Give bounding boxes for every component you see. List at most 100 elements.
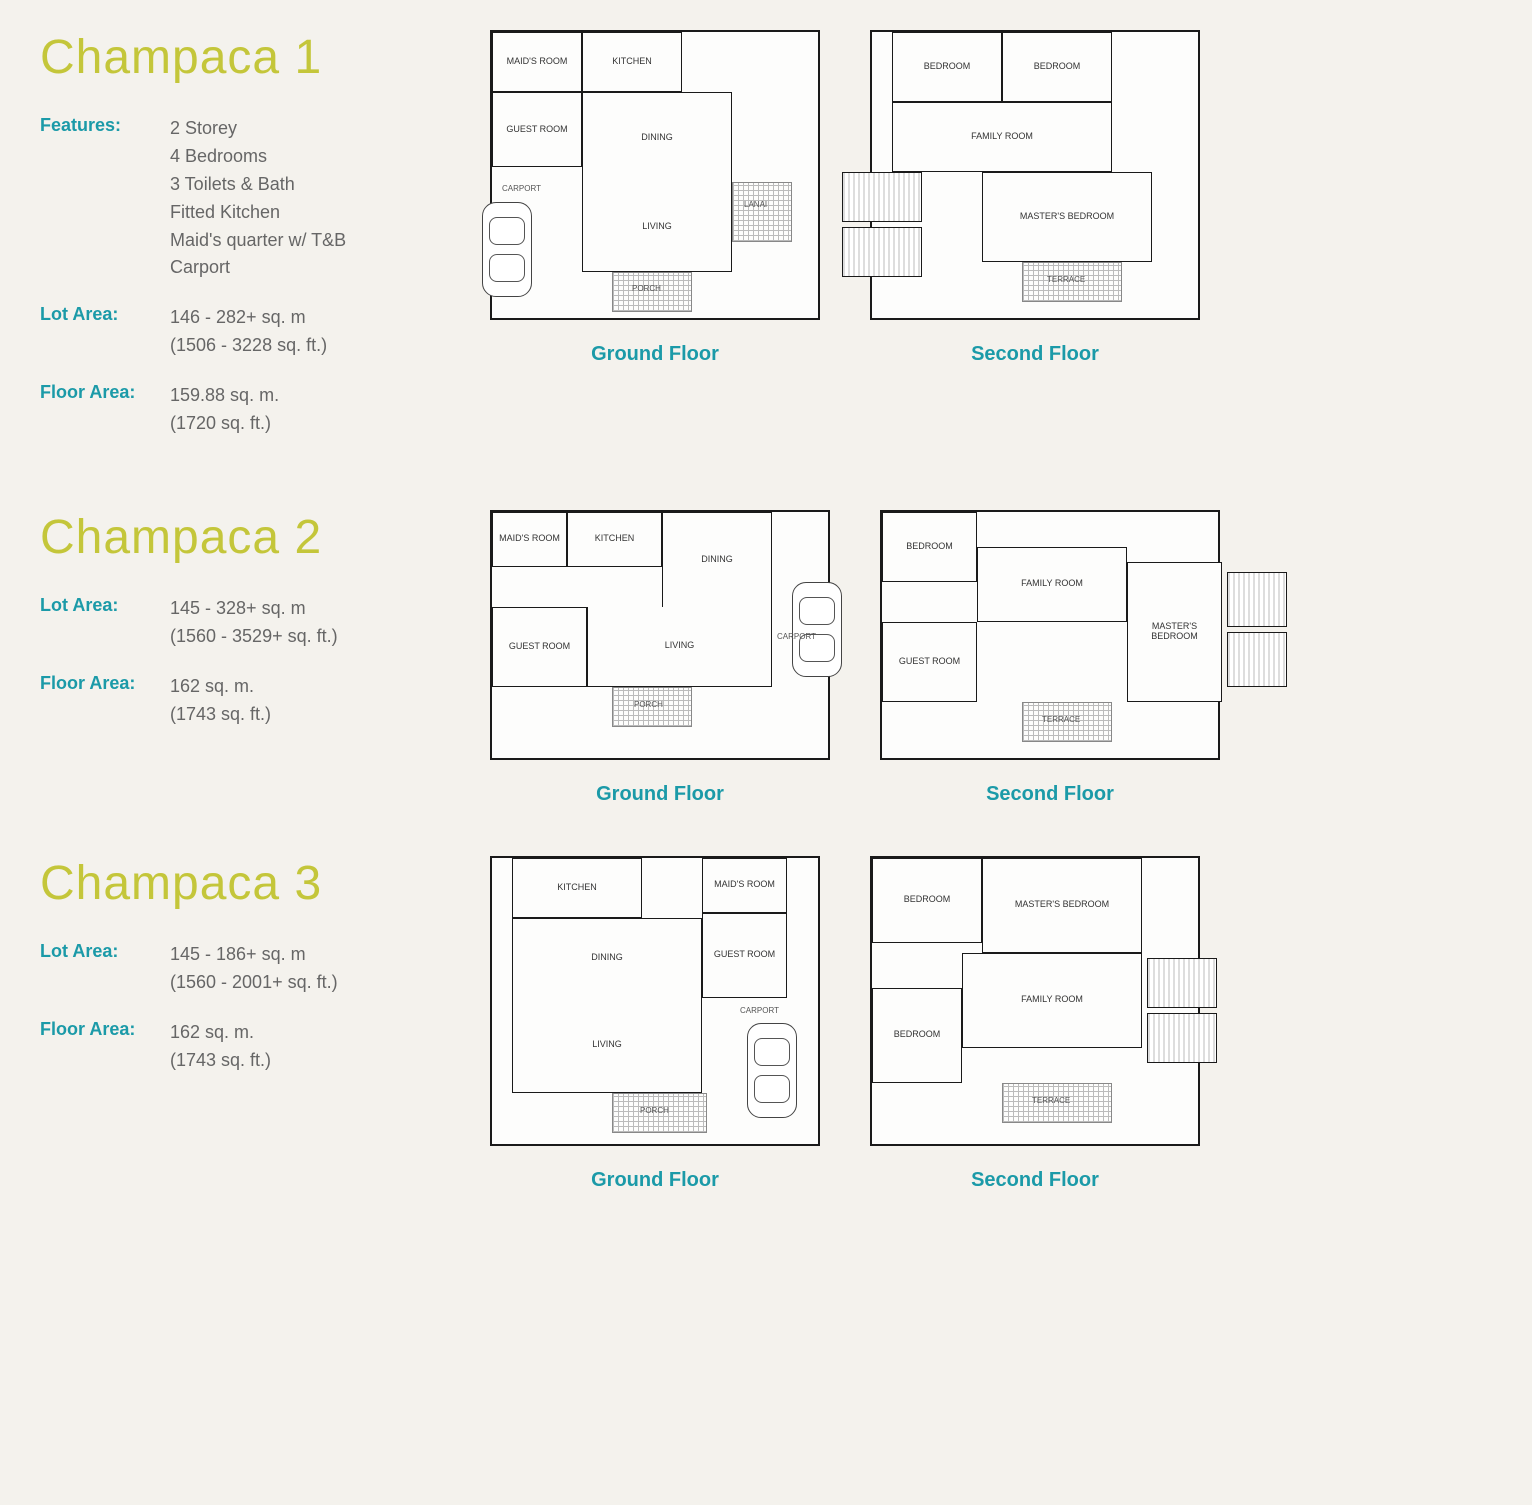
terrace-label: TERRACE (1042, 715, 1080, 724)
terrace-label: TERRACE (1032, 1096, 1070, 1105)
info-column: Champaca 1 Features: 2 Storey 4 Bedrooms… (40, 30, 440, 460)
room-dining: DINING (582, 92, 732, 182)
room-guest: GUEST ROOM (702, 913, 787, 998)
room-maids: MAID'S ROOM (492, 32, 582, 92)
room-living: LIVING (587, 607, 772, 687)
room-family: FAMILY ROOM (977, 547, 1127, 622)
room-dining: DINING (512, 918, 702, 998)
info-column: Champaca 3 Lot Area: 145 - 186+ sq. m (1… (40, 856, 440, 1192)
spec-lot-area: Lot Area: 146 - 282+ sq. m (1506 - 3228 … (40, 304, 440, 360)
slope-area (842, 227, 922, 277)
spec-line: 145 - 328+ sq. m (170, 595, 338, 623)
room-masters: MASTER'S BEDROOM (982, 172, 1152, 262)
model-title: Champaca 1 (40, 30, 440, 85)
slope-area (842, 172, 922, 222)
spec-line: 162 sq. m. (170, 673, 271, 701)
plan-ground: KITCHEN MAID'S ROOM DINING GUEST ROOM LI… (490, 856, 820, 1192)
spec-label: Features: (40, 115, 170, 136)
terrace-label: TERRACE (1047, 275, 1085, 284)
spec-label: Lot Area: (40, 941, 170, 962)
slope-area (1227, 632, 1287, 687)
slope-area (1227, 572, 1287, 627)
spec-line: (1506 - 3228 sq. ft.) (170, 332, 327, 360)
room-dining: DINING (662, 512, 772, 607)
spec-line: (1560 - 3529+ sq. ft.) (170, 623, 338, 651)
room-guest: GUEST ROOM (882, 622, 977, 702)
spec-label: Lot Area: (40, 595, 170, 616)
porch-label: PORCH (640, 1106, 669, 1115)
room-family: FAMILY ROOM (962, 953, 1142, 1048)
porch-label: PORCH (634, 700, 663, 709)
room-masters: MASTER'S BEDROOM (982, 858, 1142, 953)
spec-features: Features: 2 Storey 4 Bedrooms 3 Toilets … (40, 115, 440, 282)
car-icon (482, 202, 532, 297)
spec-line: (1720 sq. ft.) (170, 410, 279, 438)
room-bedroom: BEDROOM (1002, 32, 1112, 102)
plan-caption: Second Floor (870, 343, 1200, 366)
floorplan-diagram: BEDROOM BEDROOM FAMILY ROOM MASTER'S BED… (870, 30, 1200, 320)
room-bedroom: BEDROOM (882, 512, 977, 582)
room-lanai (732, 182, 792, 242)
plan-ground: MAID'S ROOM KITCHEN DINING GUEST ROOM LI… (490, 510, 830, 806)
carport-label: CARPORT (777, 632, 816, 641)
model-title: Champaca 3 (40, 856, 440, 911)
feature-line: 2 Storey (170, 115, 346, 143)
spec-values: 162 sq. m. (1743 sq. ft.) (170, 1019, 271, 1075)
plans-column: MAID'S ROOM KITCHEN GUEST ROOM DINING LI… (470, 30, 1492, 460)
room-bedroom: BEDROOM (872, 988, 962, 1083)
spec-line: 159.88 sq. m. (170, 382, 279, 410)
spec-lot-area: Lot Area: 145 - 186+ sq. m (1560 - 2001+… (40, 941, 440, 997)
car-icon (747, 1023, 797, 1118)
model-champaca-2: Champaca 2 Lot Area: 145 - 328+ sq. m (1… (40, 510, 1492, 806)
car-icon (792, 582, 842, 677)
spec-floor-area: Floor Area: 162 sq. m. (1743 sq. ft.) (40, 1019, 440, 1075)
room-maids: MAID'S ROOM (492, 512, 567, 567)
carport-label: CARPORT (502, 184, 541, 193)
spec-line: 162 sq. m. (170, 1019, 271, 1047)
room-kitchen: KITCHEN (512, 858, 642, 918)
spec-line: (1743 sq. ft.) (170, 1047, 271, 1075)
feature-line: 4 Bedrooms (170, 143, 346, 171)
spec-values: 159.88 sq. m. (1720 sq. ft.) (170, 382, 279, 438)
floorplan-diagram: KITCHEN MAID'S ROOM DINING GUEST ROOM LI… (490, 856, 820, 1146)
floorplan-diagram: MAID'S ROOM KITCHEN GUEST ROOM DINING LI… (490, 30, 820, 320)
slope-area (1147, 1013, 1217, 1063)
spec-label: Lot Area: (40, 304, 170, 325)
floorplan-diagram: MAID'S ROOM KITCHEN DINING GUEST ROOM LI… (490, 510, 830, 760)
carport-label: CARPORT (740, 1006, 779, 1015)
slope-area (1147, 958, 1217, 1008)
room-family: FAMILY ROOM (892, 102, 1112, 172)
plan-caption: Second Floor (880, 783, 1220, 806)
plan-second: BEDROOM FAMILY ROOM GUEST ROOM MASTER'S … (880, 510, 1220, 806)
spec-floor-area: Floor Area: 159.88 sq. m. (1720 sq. ft.) (40, 382, 440, 438)
info-column: Champaca 2 Lot Area: 145 - 328+ sq. m (1… (40, 510, 440, 806)
plan-caption: Ground Floor (490, 1169, 820, 1192)
room-living: LIVING (582, 182, 732, 272)
plan-caption: Ground Floor (490, 783, 830, 806)
plan-second: BEDROOM BEDROOM FAMILY ROOM MASTER'S BED… (870, 30, 1200, 460)
spec-line: (1560 - 2001+ sq. ft.) (170, 969, 338, 997)
plan-caption: Ground Floor (490, 343, 820, 366)
feature-line: Fitted Kitchen (170, 199, 346, 227)
plan-caption: Second Floor (870, 1169, 1200, 1192)
room-bedroom: BEDROOM (892, 32, 1002, 102)
plans-column: MAID'S ROOM KITCHEN DINING GUEST ROOM LI… (470, 510, 1492, 806)
spec-values: 145 - 328+ sq. m (1560 - 3529+ sq. ft.) (170, 595, 338, 651)
porch-label: PORCH (632, 284, 661, 293)
model-title: Champaca 2 (40, 510, 440, 565)
spec-values: 162 sq. m. (1743 sq. ft.) (170, 673, 271, 729)
plans-column: KITCHEN MAID'S ROOM DINING GUEST ROOM LI… (470, 856, 1492, 1192)
spec-values: 2 Storey 4 Bedrooms 3 Toilets & Bath Fit… (170, 115, 346, 282)
room-maids: MAID'S ROOM (702, 858, 787, 913)
spec-label: Floor Area: (40, 1019, 170, 1040)
room-kitchen: KITCHEN (582, 32, 682, 92)
lanai-label: LANAI (744, 200, 767, 209)
feature-line: Carport (170, 254, 346, 282)
spec-values: 145 - 186+ sq. m (1560 - 2001+ sq. ft.) (170, 941, 338, 997)
spec-label: Floor Area: (40, 673, 170, 694)
room-guest: GUEST ROOM (492, 92, 582, 167)
model-champaca-3: Champaca 3 Lot Area: 145 - 186+ sq. m (1… (40, 856, 1492, 1192)
room-kitchen: KITCHEN (567, 512, 662, 567)
feature-line: Maid's quarter w/ T&B (170, 227, 346, 255)
floorplan-diagram: BEDROOM FAMILY ROOM GUEST ROOM MASTER'S … (880, 510, 1220, 760)
